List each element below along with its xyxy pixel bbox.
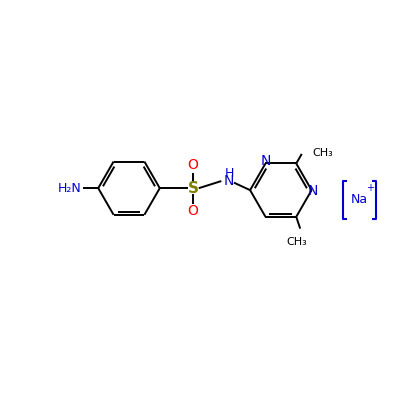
Text: N: N [307,184,318,198]
Text: Na: Na [351,193,368,206]
Text: O: O [188,158,198,172]
Text: N: N [260,154,271,168]
Text: N: N [224,174,234,188]
Text: CH₃: CH₃ [313,148,334,158]
Text: H: H [224,167,234,180]
Text: +: + [366,183,374,193]
Text: S: S [188,181,198,196]
Text: CH₃: CH₃ [287,237,308,247]
Text: O: O [188,204,198,218]
Text: H₂N: H₂N [58,182,82,195]
